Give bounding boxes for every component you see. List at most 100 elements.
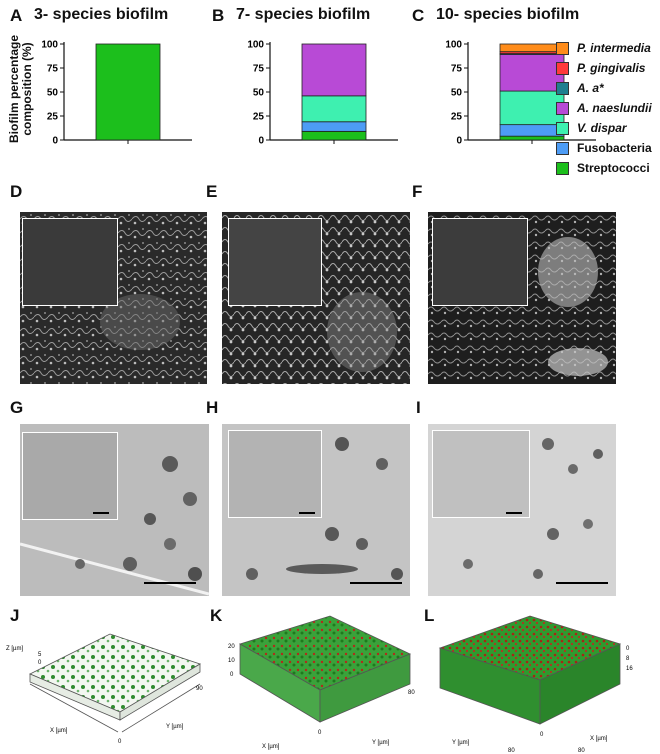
y-tick-label: 100 [445,40,462,51]
l-z-tick-16: 16 [626,666,633,672]
legend-swatch [556,41,569,55]
bar-segment [499,54,565,92]
panel-label-d: D [10,182,23,201]
y-tick-label: 100 [41,40,58,51]
confocal-3-species: Z [µm] 5 0 X [µm] Y [µm] 0 90 [6,633,203,745]
panel-label-b: B [212,6,225,25]
legend-item: A. naeslundii [556,98,652,118]
j-y-tick-90: 90 [196,686,203,692]
tem-image-10-species [428,424,616,596]
panel-label-j: J [10,606,20,625]
scale-bar [144,582,196,584]
inset-scale-bar [93,512,109,514]
legend-label: Fusobacteria [577,141,652,155]
legend-label: V. dispar [577,121,627,135]
legend-item: A. a* [556,78,652,98]
l-origin-tick: 0 [540,732,544,738]
confocal-7-species: 20 10 0 X [µm] Y [µm] 0 80 [228,615,415,750]
k-y-axis-label: Y [µm] [372,740,390,746]
y-tick-label: 50 [451,88,463,99]
panel-label-i: I [416,398,421,417]
y-tick-label: 0 [258,136,264,147]
legend-label: Streptococci [577,161,650,175]
panel-label-k: K [210,606,223,625]
sem-image-10-species [428,212,616,384]
bar-segment [499,124,565,137]
y-tick-label: 25 [47,112,59,123]
legend-item: Fusobacteria [556,138,652,158]
legend-item: V. dispar [556,118,652,138]
legend-swatch [556,161,569,175]
inset-scale-bar [506,512,522,514]
confocal-renders: Z [µm] 5 0 X [µm] Y [µm] 0 90 20 10 0 X … [6,615,633,754]
tem-image-7-species [222,424,410,596]
l-x-tick-80: 80 [578,748,585,754]
legend-label: A. naeslundii [577,101,652,115]
bar-segment [499,43,565,53]
bar-segment [301,130,367,141]
legend-swatch [556,141,569,155]
legend-swatch [556,61,569,75]
legend-item: P. gingivalis [556,58,652,78]
chart-title-a: 3- species biofilm [34,6,169,23]
j-origin-tick: 0 [118,739,122,745]
y-tick-label: 0 [456,136,462,147]
panel-label-h: H [206,398,219,417]
bar-segment [95,43,161,141]
stacked-bar-charts: 0 25 50 75 100 0 25 50 75 100 0 25 50 75 100 [41,40,596,147]
panel-label-c: C [412,6,425,25]
sem-inset [22,218,118,306]
sem-inset [228,218,322,306]
y-tick-label: 50 [253,88,265,99]
confocal-10-species: 0 8 16 Y [µm] X [µm] 80 0 80 [438,615,633,754]
legend-label: P. gingivalis [577,61,646,75]
panel-label-g: G [10,398,24,417]
y-tick-label: 75 [451,64,463,75]
tem-image-3-species [20,424,209,596]
k-z-tick-0: 0 [230,672,234,678]
sem-image-3-species [20,212,207,384]
legend-swatch [556,121,569,135]
k-origin-tick: 0 [318,730,322,736]
y-tick-label: 0 [52,136,58,147]
bar-segment [499,90,565,126]
l-z-tick-8: 8 [626,656,630,662]
k-x-axis-label: X [µm] [262,744,280,750]
legend-swatch [556,101,569,115]
j-z-tick-0: 0 [38,660,42,666]
inset-scale-bar [299,512,315,514]
j-z-axis-label: Z [µm] [6,646,23,652]
l-y-axis-label: Y [µm] [452,740,470,746]
j-z-tick-5: 5 [38,652,42,658]
bar-segment [301,95,367,123]
chart-title-c: 10- species biofilm [436,6,580,23]
scale-bar [556,582,608,584]
legend-item: P. intermedia [556,38,652,58]
bar-segment [301,43,367,97]
y-tick-label: 50 [47,88,59,99]
tem-inset [22,432,118,520]
y-tick-label: 25 [253,112,265,123]
l-z-tick-0: 0 [626,646,630,652]
legend-label: P. intermedia [577,41,651,55]
y-tick-label: 25 [451,112,463,123]
y-tick-label: 75 [47,64,59,75]
chart-title-b: 7- species biofilm [236,6,371,23]
panel-label-e: E [206,182,218,201]
panel-label-l: L [424,606,435,625]
tem-inset [432,430,530,518]
j-x-axis-label: X [µm] [50,728,68,734]
sem-inset [432,218,528,306]
chart-legend: P. intermedia P. gingivalis A. a* A. naeslu… [556,38,652,178]
legend-label: A. a* [577,81,604,95]
legend-swatch [556,81,569,95]
k-y-tick-80: 80 [408,690,415,696]
bar-segment [301,121,367,132]
bar-segment [499,135,565,141]
panel-label-f: F [412,182,423,201]
panel-label-a: A [10,6,23,25]
y-tick-label: 75 [253,64,265,75]
l-y-tick-80: 80 [508,748,515,754]
k-z-tick-20: 20 [228,644,235,650]
j-y-axis-label: Y [µm] [166,724,184,730]
